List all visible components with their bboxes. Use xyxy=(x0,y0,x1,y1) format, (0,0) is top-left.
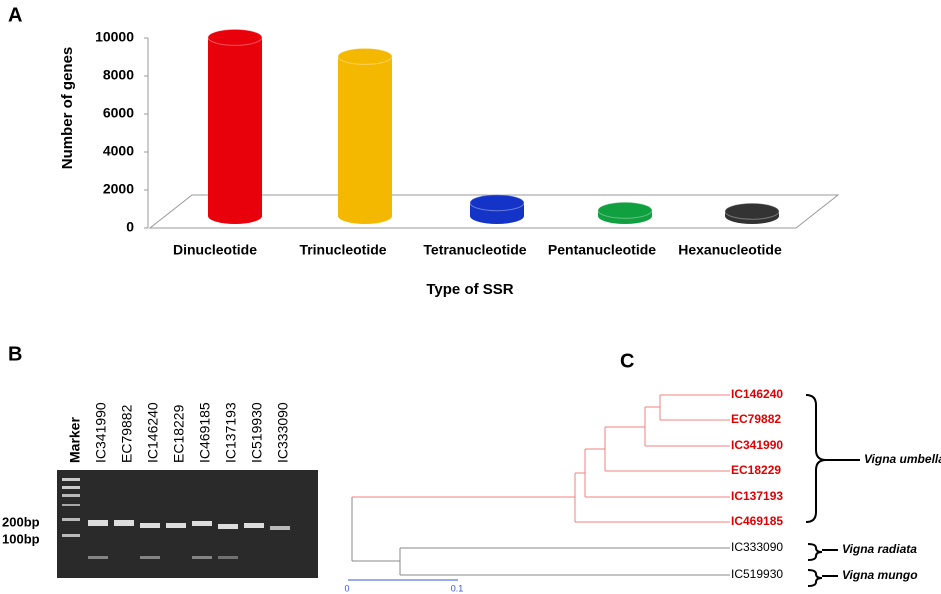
y-tick-label: 4000 xyxy=(103,143,134,159)
x-tick-label: Dinucleotide xyxy=(173,242,257,258)
panel-label: B xyxy=(8,343,22,365)
lane-label: IC469185 xyxy=(197,402,213,463)
lane-label: IC341990 xyxy=(93,402,109,463)
x-axis-label: Type of SSR xyxy=(426,281,513,298)
leaf-label: EC79882 xyxy=(731,412,781,426)
species-label: Vigna radiata xyxy=(842,542,917,556)
x-tick-label: Hexanucleotide xyxy=(678,242,782,258)
species-label: Vigna mungo xyxy=(842,568,918,582)
leaf-label: IC146240 xyxy=(731,387,783,401)
y-tick-label: 8000 xyxy=(103,67,134,83)
leaf-label: IC333090 xyxy=(731,540,783,554)
lane-label: EC18229 xyxy=(171,404,187,463)
size-label: 100bp xyxy=(2,531,40,546)
leaf-label: IC469185 xyxy=(731,514,783,528)
bar-cap xyxy=(207,28,263,46)
clade-brackets xyxy=(805,394,860,587)
y-tick-label: 10000 xyxy=(95,29,134,45)
lane-label: IC333090 xyxy=(275,402,291,463)
bar xyxy=(338,56,392,217)
gel-bands xyxy=(62,478,290,559)
bar-cap xyxy=(724,202,780,220)
y-axis-label: Number of genes xyxy=(59,47,76,170)
bar-cap xyxy=(597,201,653,219)
lane-label: IC146240 xyxy=(145,402,161,463)
size-label: 200bp xyxy=(2,514,40,529)
lane-label: IC137193 xyxy=(223,402,239,463)
panel-label: C xyxy=(620,350,634,372)
bar xyxy=(208,37,262,217)
lane-label: EC79882 xyxy=(119,404,135,463)
leaf-label: IC519930 xyxy=(731,567,783,581)
tree-branches xyxy=(351,394,730,576)
panel-label: A xyxy=(8,4,22,26)
lane-label: Marker xyxy=(67,417,83,463)
leaf-label: EC18229 xyxy=(731,463,781,477)
scale-label: 0 xyxy=(344,583,349,593)
y-tick-label: 2000 xyxy=(103,181,134,197)
leaf-label: IC341990 xyxy=(731,438,783,452)
lane-label: IC519930 xyxy=(249,402,265,463)
bar-cap xyxy=(469,194,525,212)
y-tick-label: 6000 xyxy=(103,105,134,121)
species-label: Vigna umbellata xyxy=(864,452,941,466)
x-tick-label: Tetranucleotide xyxy=(423,242,526,258)
x-tick-label: Pentanucleotide xyxy=(548,242,656,258)
bar-cap xyxy=(337,47,393,65)
y-tick-label: 0 xyxy=(126,219,134,235)
leaf-label: IC137193 xyxy=(731,489,783,503)
scale-label: 0.1 xyxy=(451,583,464,593)
x-tick-label: Trinucleotide xyxy=(299,242,386,258)
